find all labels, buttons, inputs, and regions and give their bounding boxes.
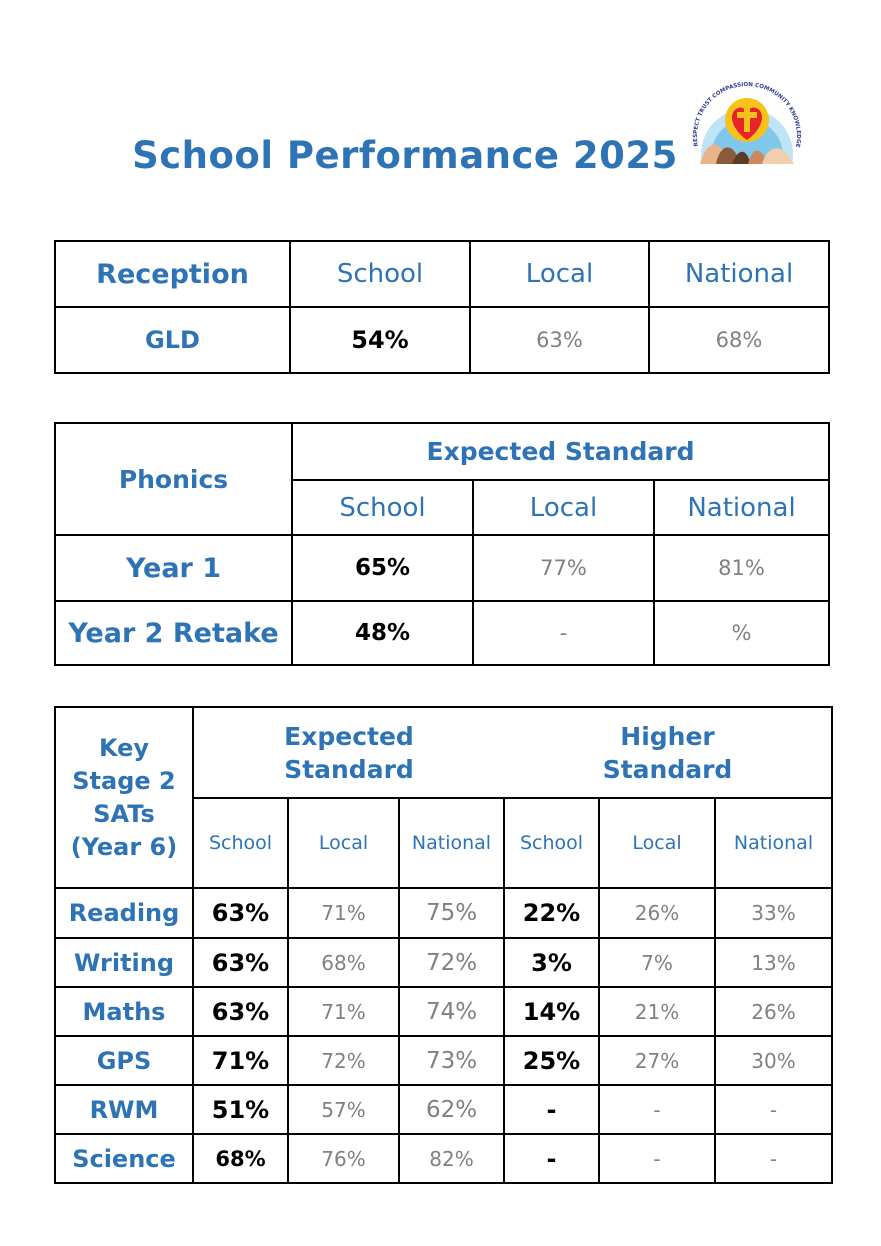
table-row: Reading 63% 71% 75% 22% 26% 33% bbox=[54, 887, 834, 939]
expected-standard-header: Expected Standard bbox=[291, 422, 830, 481]
ks2-header-line: Key bbox=[98, 733, 150, 762]
national-value: 81% bbox=[653, 534, 830, 602]
col-header-school: School bbox=[192, 797, 289, 889]
col-header-local: Local bbox=[287, 797, 400, 889]
value-cell: 68% bbox=[287, 937, 400, 988]
local-value: 63% bbox=[469, 306, 650, 374]
table-row: Writing 63% 68% 72% 3% 7% 13% bbox=[54, 937, 834, 988]
col-header-local: Local bbox=[598, 797, 716, 889]
col-header-local: Local bbox=[472, 479, 655, 536]
ks2-header: Key Stage 2 SATs (Year 6) bbox=[54, 706, 194, 889]
value-cell: - bbox=[598, 1084, 716, 1135]
value-cell: 21% bbox=[598, 986, 716, 1037]
col-header-national: National bbox=[398, 797, 505, 889]
value-cell: 71% bbox=[287, 887, 400, 939]
value-cell: 13% bbox=[713, 937, 834, 988]
col-header-national: National bbox=[648, 240, 830, 308]
value-cell: 75% bbox=[398, 887, 505, 939]
value-cell: 57% bbox=[287, 1084, 400, 1135]
expected-line: Standard bbox=[284, 754, 414, 784]
value-cell: - bbox=[503, 1084, 600, 1135]
school-logo: RESPECT TRUST COMPASSION COMMUNITY KNOWL… bbox=[686, 58, 801, 164]
col-header-school: School bbox=[291, 479, 474, 536]
row-label: GPS bbox=[54, 1035, 194, 1086]
value-cell: 14% bbox=[503, 986, 600, 1037]
local-value: - bbox=[472, 600, 655, 666]
row-label: Reading bbox=[54, 887, 194, 939]
ks2-header-line: SATs bbox=[93, 799, 155, 828]
value-cell: 82% bbox=[398, 1133, 505, 1184]
table-row: Year 2 Retake 48% - % bbox=[54, 600, 830, 666]
col-header-school: School bbox=[289, 240, 471, 308]
row-label: Year 1 bbox=[54, 534, 293, 602]
value-cell: 25% bbox=[503, 1035, 600, 1086]
higher-line: Higher bbox=[620, 721, 715, 751]
reception-table: Reception School Local National GLD 54% … bbox=[54, 240, 830, 374]
value-cell: 72% bbox=[287, 1035, 400, 1086]
col-header-national: National bbox=[653, 479, 830, 536]
value-cell: 26% bbox=[598, 887, 716, 939]
value-cell: 74% bbox=[398, 986, 505, 1037]
value-cell: 63% bbox=[192, 937, 289, 988]
value-cell: 22% bbox=[503, 887, 600, 939]
table-row: Maths 63% 71% 74% 14% 21% 26% bbox=[54, 986, 834, 1037]
value-cell: 76% bbox=[287, 1133, 400, 1184]
value-cell: - bbox=[598, 1133, 716, 1184]
school-value: 54% bbox=[289, 306, 471, 374]
table-row: Year 1 65% 77% 81% bbox=[54, 534, 830, 602]
row-label: Writing bbox=[54, 937, 194, 988]
value-cell: 73% bbox=[398, 1035, 505, 1086]
value-cell: - bbox=[713, 1084, 834, 1135]
value-cell: 71% bbox=[287, 986, 400, 1037]
row-label: Science bbox=[54, 1133, 194, 1184]
value-cell: 62% bbox=[398, 1084, 505, 1135]
school-value: 48% bbox=[291, 600, 474, 666]
value-cell: 7% bbox=[598, 937, 716, 988]
ks2-header-line: (Year 6) bbox=[70, 832, 178, 861]
value-cell: 71% bbox=[192, 1035, 289, 1086]
value-cell: 63% bbox=[192, 986, 289, 1037]
value-cell: 27% bbox=[598, 1035, 716, 1086]
value-cell: 26% bbox=[713, 986, 834, 1037]
ks2-sats-table: Key Stage 2 SATs (Year 6) Expected Stand… bbox=[54, 706, 834, 1184]
value-cell: 30% bbox=[713, 1035, 834, 1086]
expected-line: Expected bbox=[284, 721, 414, 751]
value-cell: 68% bbox=[192, 1133, 289, 1184]
row-label: RWM bbox=[54, 1084, 194, 1135]
page-title: School Performance 2025 bbox=[132, 134, 678, 177]
value-cell: 72% bbox=[398, 937, 505, 988]
table-row: Science 68% 76% 82% - - - bbox=[54, 1133, 834, 1184]
row-label: Maths bbox=[54, 986, 194, 1037]
higher-line: Standard bbox=[602, 754, 733, 784]
national-value: % bbox=[653, 600, 830, 666]
ks2-header-line: Stage 2 bbox=[72, 766, 176, 795]
table-row: GLD 54% 63% 68% bbox=[54, 306, 830, 374]
value-cell: 33% bbox=[713, 887, 834, 939]
row-label: GLD bbox=[54, 306, 291, 374]
higher-standard-header: Higher Standard bbox=[504, 706, 834, 799]
expected-standard-header: Expected Standard bbox=[192, 706, 504, 799]
school-value: 65% bbox=[291, 534, 474, 602]
national-value: 68% bbox=[648, 306, 830, 374]
col-header-school: School bbox=[503, 797, 600, 889]
value-cell: 51% bbox=[192, 1084, 289, 1135]
row-label: Year 2 Retake bbox=[54, 600, 293, 666]
value-cell: 3% bbox=[503, 937, 600, 988]
reception-header: Reception bbox=[54, 240, 291, 308]
phonics-table: Phonics Expected Standard School Local N… bbox=[54, 422, 830, 666]
value-cell: 63% bbox=[192, 887, 289, 939]
local-value: 77% bbox=[472, 534, 655, 602]
value-cell: - bbox=[713, 1133, 834, 1184]
table-row: GPS 71% 72% 73% 25% 27% 30% bbox=[54, 1035, 834, 1086]
value-cell: - bbox=[503, 1133, 600, 1184]
phonics-header: Phonics bbox=[54, 422, 293, 536]
col-header-national: National bbox=[713, 797, 834, 889]
table-row: RWM 51% 57% 62% - - - bbox=[54, 1084, 834, 1135]
col-header-local: Local bbox=[469, 240, 650, 308]
